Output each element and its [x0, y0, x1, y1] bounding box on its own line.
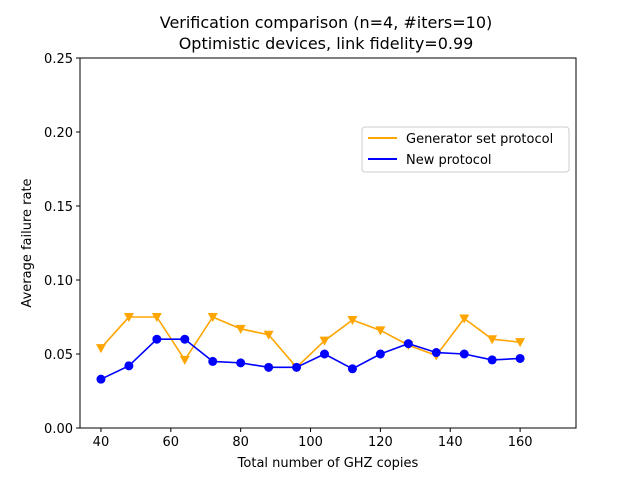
x-tick-label: 100: [298, 435, 323, 450]
data-point-generator-set-protocol: [459, 314, 470, 324]
data-point-generator-set-protocol: [487, 335, 498, 345]
x-tick-label: 120: [368, 435, 393, 450]
data-point-generator-set-protocol: [515, 338, 526, 348]
x-tick-label: 140: [438, 435, 463, 450]
series-layer: [95, 313, 526, 384]
data-point-new-protocol: [347, 364, 357, 374]
data-point-new-protocol: [264, 362, 274, 372]
data-point-new-protocol: [375, 349, 385, 359]
data-point-new-protocol: [152, 334, 162, 344]
data-point-new-protocol: [403, 339, 413, 349]
legend-label-generator-set: Generator set protocol: [406, 132, 553, 147]
data-point-new-protocol: [459, 349, 469, 359]
data-point-generator-set-protocol: [235, 324, 246, 334]
y-tick-label: 0.20: [44, 126, 73, 141]
axes-frame: [79, 57, 577, 429]
y-tick-label: 0.05: [44, 348, 73, 363]
x-tick-label: 160: [508, 435, 533, 450]
data-point-generator-set-protocol: [375, 326, 386, 336]
plot-area: 40 60 80 100 120 140 160 0.000.050.100.150.200…: [44, 52, 577, 450]
data-point-generator-set-protocol: [347, 315, 358, 325]
data-point-new-protocol: [96, 374, 106, 384]
data-point-new-protocol: [180, 334, 190, 344]
x-tick-label: 40: [93, 435, 110, 450]
data-point-new-protocol: [124, 361, 134, 371]
data-point-new-protocol: [236, 358, 246, 368]
legend-box: [361, 126, 570, 173]
series-line-new-protocol: [100, 338, 521, 380]
x-axis-label: Total number of GHZ copies: [237, 456, 419, 471]
data-point-new-protocol: [487, 355, 497, 365]
chart-subtitle: Optimistic devices, link fidelity=0.99: [179, 34, 474, 53]
data-point-generator-set-protocol: [123, 313, 134, 322]
data-point-generator-set-protocol: [151, 313, 162, 322]
legend: Generator set protocol New protocol: [361, 126, 570, 173]
x-tick-label: 60: [163, 435, 180, 450]
x-tick-label: 80: [232, 435, 249, 450]
y-axis-ticks: 0.00 0.05 0.10 0.15 0.20 0.25: [44, 52, 80, 437]
data-point-new-protocol: [208, 356, 218, 366]
y-tick-label: 0.00: [44, 422, 73, 437]
data-point-new-protocol: [515, 353, 525, 363]
data-point-generator-set-protocol: [207, 313, 218, 322]
data-point-generator-set-protocol: [263, 330, 274, 340]
data-point-generator-set-protocol: [95, 344, 106, 354]
data-point-generator-set-protocol: [179, 355, 190, 365]
y-tick-label: 0.10: [44, 274, 73, 289]
data-point-new-protocol: [292, 362, 302, 372]
x-axis-ticks: 40 60 80 100 120 140 160: [93, 428, 533, 450]
y-tick-label: 0.15: [44, 200, 73, 215]
legend-label-new-protocol: New protocol: [406, 153, 492, 168]
data-point-new-protocol: [431, 348, 441, 358]
y-tick-label: 0.25: [44, 52, 73, 67]
data-point-new-protocol: [320, 349, 330, 359]
chart-title: Verification comparison (n=4, #iters=10): [160, 13, 493, 32]
data-point-generator-set-protocol: [319, 336, 330, 346]
y-axis-label: Average failure rate: [20, 178, 35, 307]
